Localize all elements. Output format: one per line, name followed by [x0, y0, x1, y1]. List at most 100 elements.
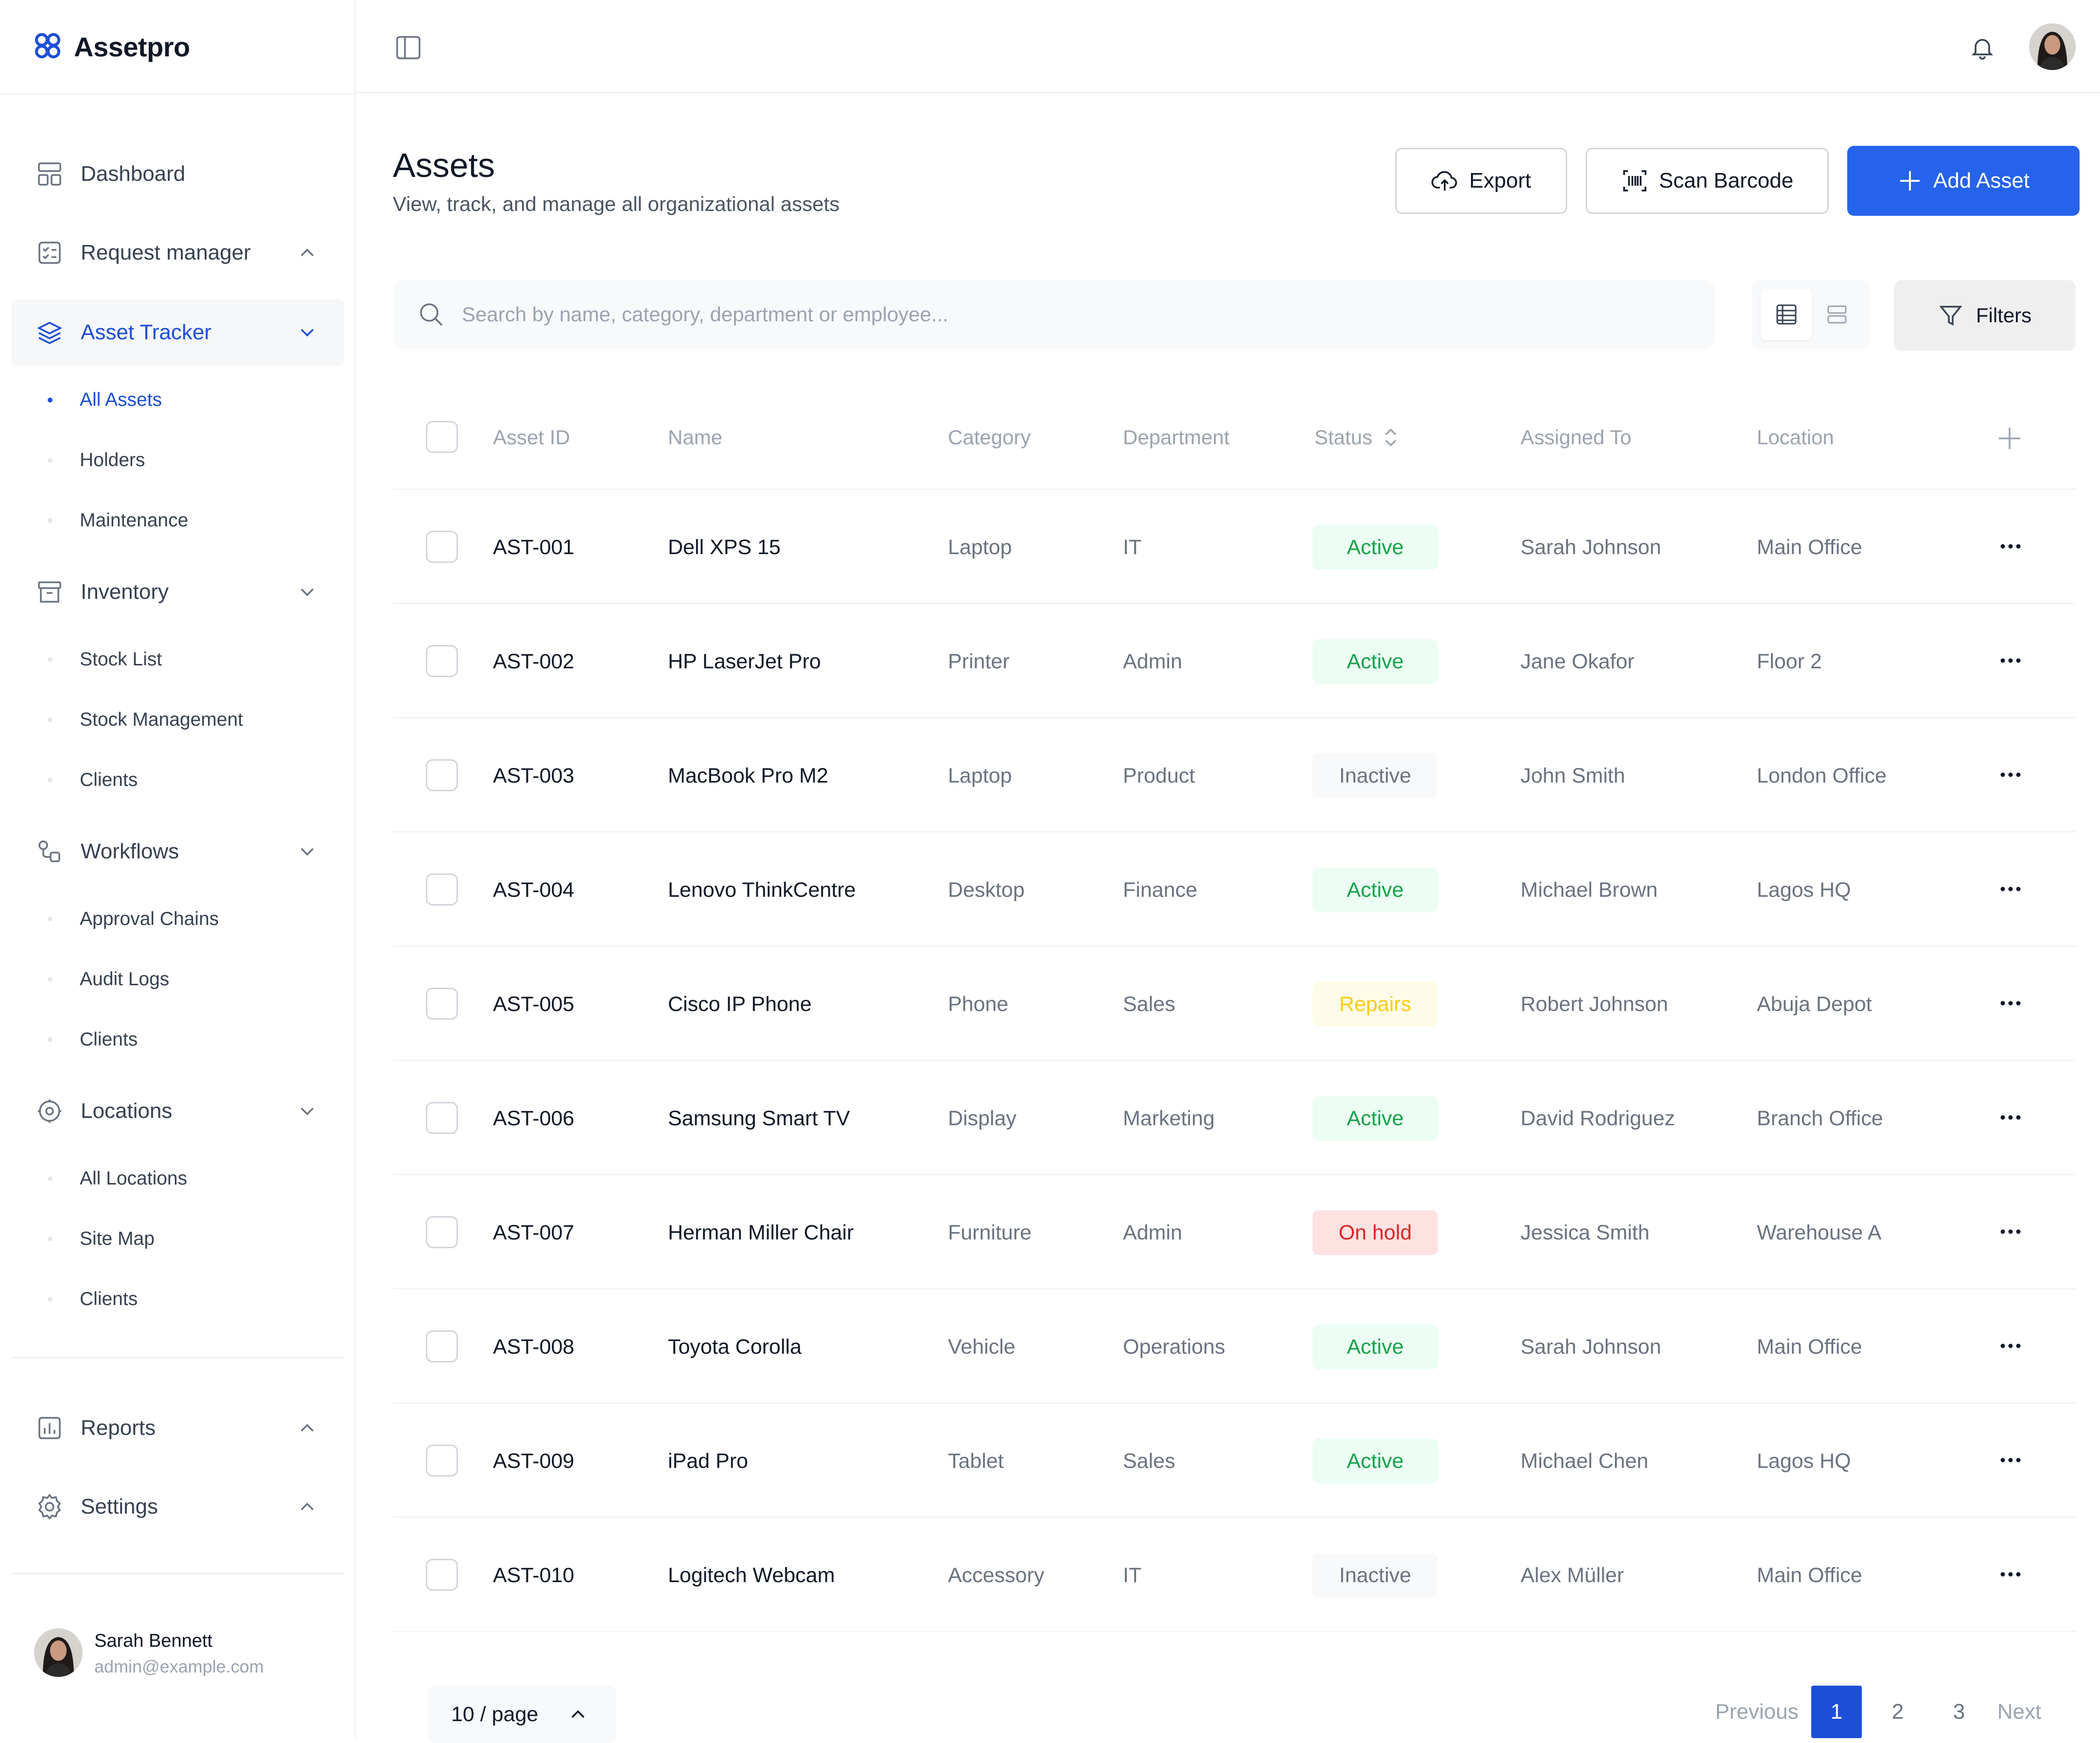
more-actions-icon[interactable] [1997, 1449, 2024, 1471]
sidebar-divider [12, 1573, 344, 1574]
add-column-icon[interactable] [1996, 425, 2023, 454]
cell-location: Warehouse A [1757, 1221, 1882, 1244]
select-all-checkbox[interactable] [426, 421, 458, 453]
table-row[interactable]: AST-001 Dell XPS 15 Laptop IT Sarah Johnson M… [393, 490, 2076, 604]
more-actions-icon[interactable] [1997, 1221, 2024, 1242]
cell-location: Main Office [1757, 536, 1862, 559]
table-row[interactable]: AST-004 Lenovo ThinkCentre Desktop Finance M… [393, 833, 2076, 947]
sidebar-item-inventory[interactable]: Inventory [12, 559, 344, 625]
export-label: Export [1469, 169, 1531, 192]
table-row[interactable]: AST-007 Herman Miller Chair Furniture Admin… [393, 1175, 2076, 1290]
cell-asset-id: AST-010 [493, 1564, 575, 1587]
sidebar-subitem-stock-list[interactable]: Stock List [12, 638, 344, 681]
sidebar-subitem-clients[interactable]: Clients [12, 758, 344, 802]
column-category[interactable]: Category [948, 426, 1031, 449]
cell-department: Marketing [1123, 1107, 1215, 1130]
sidebar-item-reports[interactable]: Reports [12, 1395, 344, 1461]
next-page-button[interactable]: Next [1997, 1700, 2042, 1724]
add-asset-button[interactable]: Add Asset [1847, 146, 2080, 216]
more-actions-icon[interactable] [1997, 650, 2024, 671]
cell-name: Logitech Webcam [668, 1564, 835, 1587]
table-row[interactable]: AST-010 Logitech Webcam Accessory IT Alex Mü… [393, 1518, 2076, 1632]
sidebar-subitem-all-assets[interactable]: All Assets [12, 378, 344, 422]
more-actions-icon[interactable] [1997, 536, 2024, 557]
sidebar-subitem-clients[interactable]: Clients [12, 1018, 344, 1062]
card-view-button[interactable] [1811, 289, 1863, 340]
more-actions-icon[interactable] [1997, 1564, 2024, 1585]
sidebar-subitem-clients[interactable]: Clients [12, 1277, 344, 1321]
per-page-select[interactable]: 10 / page [428, 1686, 616, 1743]
sidebar-item-locations[interactable]: Locations [12, 1078, 344, 1144]
table-view-button[interactable] [1761, 289, 1812, 340]
row-checkbox[interactable] [426, 531, 458, 563]
cell-assigned-to: Michael Chen [1521, 1449, 1648, 1473]
sidebar-item-asset-tracker[interactable]: Asset Tracker [12, 299, 344, 366]
sidebar-subitem-site-map[interactable]: Site Map [12, 1217, 344, 1261]
column-name[interactable]: Name [668, 426, 723, 449]
sidebar-item-dashboard[interactable]: Dashboard [12, 141, 344, 207]
row-checkbox[interactable] [426, 759, 458, 791]
column-assigned-to[interactable]: Assigned To [1521, 426, 1632, 449]
more-actions-icon[interactable] [1997, 764, 2024, 785]
page-title: Assets [393, 146, 495, 184]
sidebar-subitem-maintenance[interactable]: Maintenance [12, 499, 344, 542]
user-profile[interactable]: Sarah Bennett admin@example.com [34, 1628, 264, 1679]
column-asset-id[interactable]: Asset ID [493, 426, 570, 449]
add-asset-label: Add Asset [1933, 169, 2030, 192]
sidebar-item-workflows[interactable]: Workflows [12, 819, 344, 885]
table-row[interactable]: AST-009 iPad Pro Tablet Sales Michael Chen La… [393, 1404, 2076, 1518]
table-row[interactable]: AST-005 Cisco IP Phone Phone Sales Robert Jo… [393, 947, 2076, 1061]
column-location[interactable]: Location [1757, 426, 1834, 449]
brand[interactable]: Assetpro [32, 28, 190, 65]
row-checkbox[interactable] [426, 1102, 458, 1134]
sidebar-item-label: Settings [81, 1495, 158, 1518]
page-button-1[interactable]: 1 [1811, 1686, 1862, 1738]
row-checkbox[interactable] [426, 988, 458, 1020]
sidebar-toggle-icon[interactable] [395, 34, 422, 61]
sidebar-item-settings[interactable]: Settings [12, 1474, 344, 1540]
more-actions-icon[interactable] [1997, 878, 2024, 900]
row-checkbox[interactable] [426, 873, 458, 906]
page-button-2[interactable]: 2 [1891, 1700, 1904, 1724]
page-button-3[interactable]: 3 [1953, 1700, 1965, 1724]
cell-assigned-to: Sarah Johnson [1521, 1335, 1662, 1359]
cell-asset-id: AST-004 [493, 878, 575, 902]
table-row[interactable]: AST-006 Samsung Smart TV Display Marketing D… [393, 1061, 2076, 1175]
column-department[interactable]: Department [1123, 426, 1230, 449]
cell-category: Accessory [948, 1564, 1045, 1587]
cell-location: Main Office [1757, 1564, 1862, 1587]
cell-assigned-to: David Rodriguez [1521, 1107, 1675, 1130]
cell-location: Branch Office [1757, 1107, 1883, 1130]
search-input[interactable] [462, 303, 1628, 326]
sidebar-subitem-all-locations[interactable]: All Locations [12, 1157, 344, 1201]
status-badge: On hold [1312, 1210, 1438, 1255]
table-row[interactable]: AST-003 MacBook Pro M2 Laptop Product John S… [393, 718, 2076, 833]
bullet-icon [48, 1237, 52, 1241]
cell-name: Dell XPS 15 [668, 536, 781, 559]
sidebar-subitem-approval-chains[interactable]: Approval Chains [12, 897, 344, 941]
scan-barcode-button[interactable]: Scan Barcode [1586, 148, 1829, 214]
sidebar-subitem-stock-management[interactable]: Stock Management [12, 698, 344, 742]
more-actions-icon[interactable] [1997, 1335, 2024, 1357]
archive-icon [36, 578, 63, 606]
bell-icon[interactable] [1969, 34, 1996, 61]
row-checkbox[interactable] [426, 1330, 458, 1362]
more-actions-icon[interactable] [1997, 993, 2024, 1014]
row-checkbox[interactable] [426, 1559, 458, 1591]
row-checkbox[interactable] [426, 1216, 458, 1248]
export-button[interactable]: Export [1395, 148, 1567, 214]
cell-category: Phone [948, 993, 1009, 1016]
avatar[interactable] [2029, 23, 2076, 70]
sidebar-subitem-holders[interactable]: Holders [12, 438, 344, 482]
table-row[interactable]: AST-008 Toyota Corolla Vehicle Operations Sa… [393, 1290, 2076, 1404]
sidebar-item-request-manager[interactable]: Request manager [12, 220, 344, 286]
previous-page-button[interactable]: Previous [1715, 1700, 1799, 1724]
table-row[interactable]: AST-002 HP LaserJet Pro Printer Admin Jane O… [393, 604, 2076, 718]
bullet-icon [48, 518, 52, 523]
filters-button[interactable]: Filters [1894, 280, 2076, 351]
row-checkbox[interactable] [426, 645, 458, 677]
column-status[interactable]: Status [1314, 426, 1400, 449]
sidebar-subitem-audit-logs[interactable]: Audit Logs [12, 958, 344, 1001]
more-actions-icon[interactable] [1997, 1107, 2024, 1128]
row-checkbox[interactable] [426, 1445, 458, 1477]
